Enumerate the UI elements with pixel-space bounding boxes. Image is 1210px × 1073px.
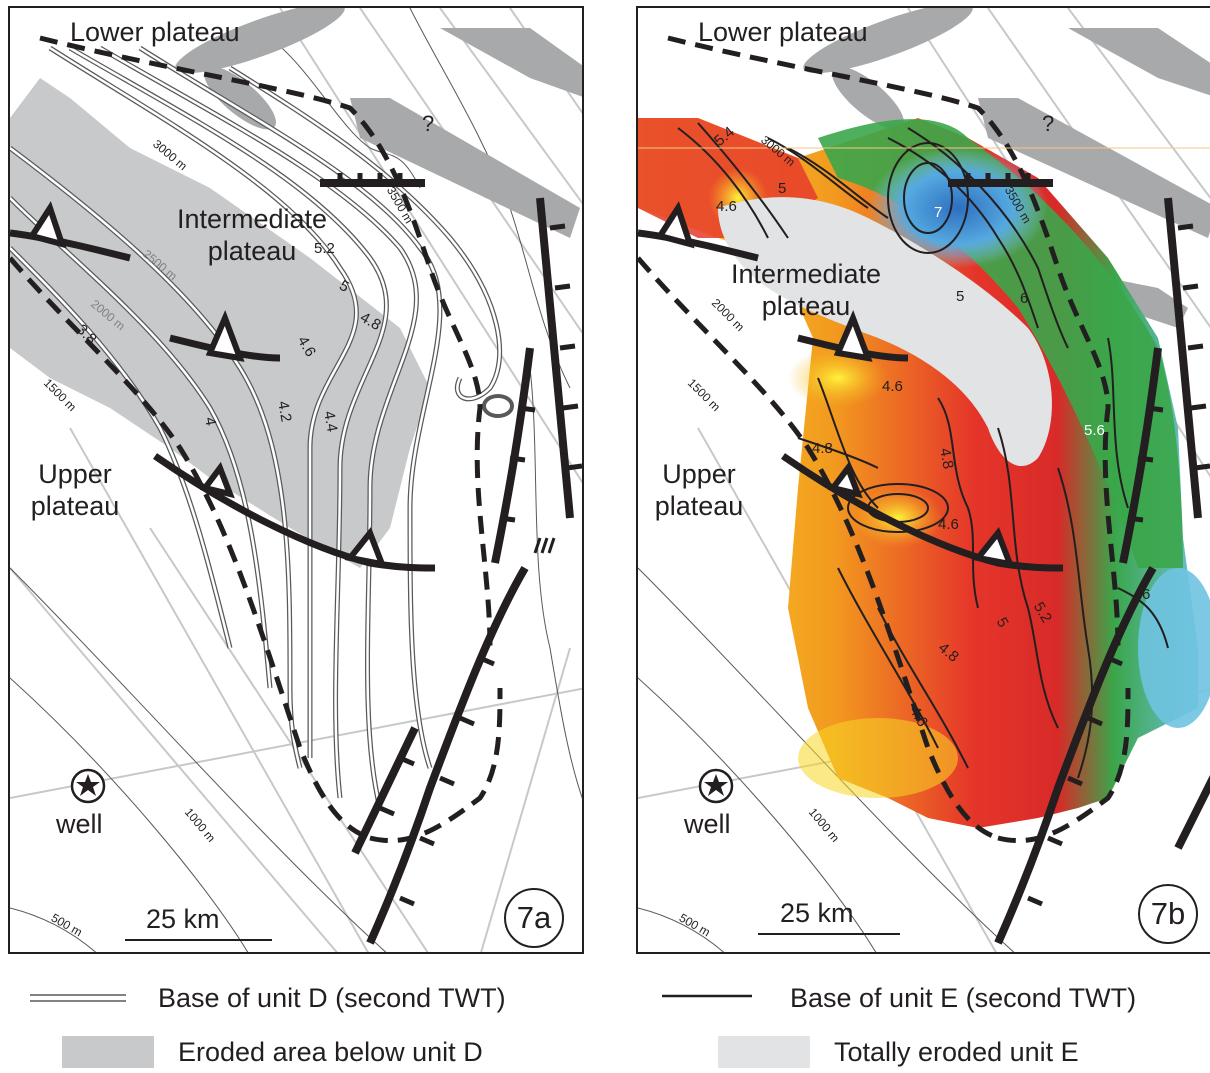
contour-label: 7 <box>934 204 943 221</box>
label-well: well <box>684 809 731 839</box>
legend-key-eroded-e <box>718 1036 810 1068</box>
map-7b-graphics <box>638 8 1210 952</box>
well-star-icon <box>76 774 100 796</box>
figure-id-7b: 7b <box>1138 884 1198 944</box>
figure-id-7a: 7a <box>504 888 564 948</box>
legend-key-eroded-d <box>62 1036 154 1068</box>
map-panel-7b: Lower plateau Intermediate plateau Upper… <box>636 6 1210 954</box>
scale-label: 25 km <box>780 898 854 928</box>
label-intermediate-plateau: Intermediate plateau <box>176 204 328 266</box>
surface-patch-blue-east <box>1138 568 1210 728</box>
thrust-teeth <box>655 201 1015 568</box>
hatched-marker <box>533 537 556 554</box>
map-7a-graphics <box>10 8 582 952</box>
unit-d-contours-inner <box>10 46 501 809</box>
contour-label: 4.6 <box>882 378 903 395</box>
label-lower-plateau: Lower plateau <box>698 17 868 47</box>
contour-label: 5.6 <box>1084 422 1105 439</box>
contour-label: 5 <box>778 180 787 197</box>
label-question: ? <box>422 111 435 136</box>
label-lower-plateau: Lower plateau <box>70 17 240 47</box>
closed-contour <box>482 394 514 418</box>
label-upper-plateau: Upper plateau <box>654 459 744 521</box>
contour-label: 5.2 <box>314 240 335 257</box>
plateau-boundaries <box>10 35 503 844</box>
surface-patch-blue <box>868 148 1048 268</box>
contour-label: 6 <box>1020 290 1029 307</box>
label-upper-plateau: Upper plateau <box>30 459 120 521</box>
well-star-icon <box>704 774 728 796</box>
contour-label: 4.4 <box>320 409 341 434</box>
gray-bodies <box>175 8 582 238</box>
label-well: well <box>56 809 103 839</box>
contour-label: 4.2 <box>274 399 295 424</box>
fault-ticks <box>337 173 582 907</box>
legend-key-double-line <box>30 994 126 1002</box>
contour-label: 4.8 <box>936 446 957 471</box>
label-intermediate-plateau: Intermediate plateau <box>730 259 882 321</box>
surface-patch-yellow-2 <box>788 348 888 408</box>
legend-unit-d-eroded: Eroded area below unit D <box>178 1037 483 1067</box>
contour-label: 6 <box>1142 586 1151 603</box>
scale-label: 25 km <box>146 904 220 934</box>
legend-unit-e-base: Base of unit E (second TWT) <box>790 983 1137 1013</box>
contour-label: 4.8 <box>812 440 833 457</box>
contour-label: 4.6 <box>716 198 737 215</box>
legend-key-black-line <box>662 994 752 998</box>
legend-unit-d-base: Base of unit D (second TWT) <box>158 983 506 1013</box>
label-question: ? <box>1042 111 1055 136</box>
map-panel-7a: Lower plateau Intermediate plateau Upper… <box>8 6 584 954</box>
thrust-teeth <box>27 201 387 568</box>
legend-unit-e-eroded: Totally eroded unit E <box>834 1037 1079 1067</box>
plateau-boundaries <box>638 35 1131 844</box>
surface-patch-yellow-4 <box>798 718 958 798</box>
totally-eroded-unit-e <box>718 197 1052 467</box>
contour-label: 5 <box>956 288 965 305</box>
fault-ticks <box>965 173 1210 907</box>
contour-label: 4.6 <box>938 516 959 533</box>
unit-e-contours <box>677 122 1169 779</box>
